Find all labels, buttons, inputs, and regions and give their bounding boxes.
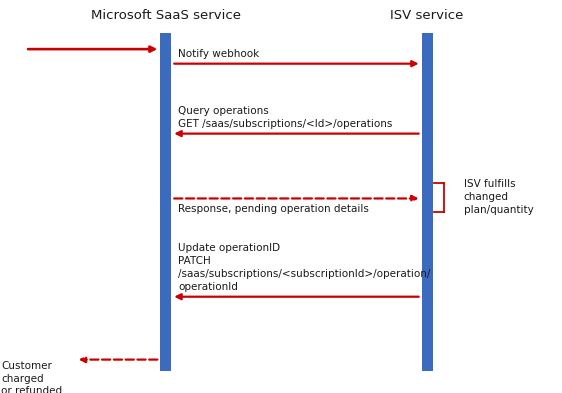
Bar bbox=[160, 33, 171, 371]
Bar bbox=[422, 33, 433, 371]
Text: ISV fulfills
changed
plan/quantity: ISV fulfills changed plan/quantity bbox=[464, 179, 533, 215]
Text: ISV service: ISV service bbox=[391, 9, 464, 22]
Text: Query operations
GET /saas/subscriptions/<Id>/operations: Query operations GET /saas/subscriptions… bbox=[178, 106, 392, 129]
Text: Response, pending operation details: Response, pending operation details bbox=[178, 204, 369, 213]
Text: Update operationID
PATCH
/saas/subscriptions/<subscriptionId>/operation/
operati: Update operationID PATCH /saas/subscript… bbox=[178, 243, 430, 292]
Text: Notify webhook: Notify webhook bbox=[178, 49, 260, 59]
Text: Customer
charged
or refunded: Customer charged or refunded bbox=[1, 361, 62, 393]
Text: Microsoft SaaS service: Microsoft SaaS service bbox=[91, 9, 241, 22]
